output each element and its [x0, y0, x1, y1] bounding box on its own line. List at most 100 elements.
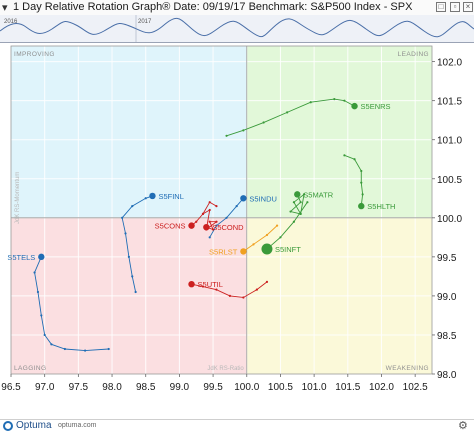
trail-point — [360, 169, 363, 173]
trail-point — [43, 333, 46, 337]
series-label: S5UTIL — [198, 280, 223, 289]
settings-gear-icon[interactable]: ⚙ — [458, 420, 468, 432]
series-label: S5COND — [212, 223, 244, 232]
trail-point — [40, 314, 43, 317]
close-icon[interactable]: × — [463, 2, 473, 12]
trail-s5matr: S5MATR — [289, 190, 334, 216]
trail-point — [255, 288, 258, 291]
optuma-logo-icon — [3, 421, 13, 431]
y-tick-label: 101.5 — [437, 97, 462, 108]
trail-line — [226, 98, 355, 137]
x-axis-watermark: JdK RS-Ratio — [207, 366, 244, 372]
series-label: S5MATR — [303, 190, 333, 199]
trail-point — [242, 129, 245, 132]
trail-s5cond: S5COND — [201, 208, 244, 232]
trail-point — [225, 134, 228, 137]
trail-point — [252, 243, 255, 246]
trail-point — [134, 290, 137, 294]
trail-point — [262, 121, 265, 124]
trail-point — [208, 236, 211, 239]
x-tick-label: 100.0 — [234, 382, 259, 393]
trail-point — [215, 204, 218, 208]
trail-s5indu: S5INDU — [208, 194, 277, 239]
trail-point — [50, 343, 53, 346]
trail-s5inft: S5INFT — [261, 201, 309, 255]
head-point — [188, 280, 195, 288]
x-tick-label: 99.5 — [203, 382, 223, 393]
head-point — [261, 243, 273, 255]
trail-s5rlst: S5RLST — [209, 224, 279, 256]
trail-point — [121, 216, 124, 219]
y-tick-label: 99.5 — [437, 253, 457, 264]
y-tick-label: 99.0 — [437, 292, 457, 303]
trail-point — [265, 233, 269, 237]
y-tick-label: 100.0 — [437, 214, 462, 225]
head-point — [38, 253, 45, 261]
trail-point — [63, 347, 66, 351]
trail-point — [353, 158, 356, 161]
trail-point — [292, 220, 296, 223]
series-label: S5HLTH — [367, 202, 395, 211]
timeline-strip[interactable]: 2016 2017 — [0, 15, 474, 43]
trail-s5tels: S5TELS — [7, 253, 110, 352]
y-axis-watermark: JdK RS-Momentum — [15, 172, 21, 224]
head-point — [203, 223, 210, 231]
trail-point — [131, 275, 134, 278]
trail-point — [299, 201, 302, 204]
series-label: S5TELS — [7, 253, 35, 262]
title-bar: ▾ 1 Day Relative Rotation Graph® Date: 0… — [0, 0, 474, 16]
series-label: S5INFT — [275, 245, 301, 254]
trail-point — [201, 285, 205, 288]
quadrant-label-improving: IMPROVING — [14, 51, 55, 58]
brand-site: optuma.com — [58, 422, 97, 429]
trail-point — [215, 220, 218, 223]
trail-point — [33, 271, 36, 274]
plot-frame — [10, 45, 433, 375]
trail-point — [201, 212, 205, 216]
trail-point — [289, 210, 292, 213]
trail-point — [279, 236, 282, 239]
head-point — [351, 102, 358, 110]
trail-point — [195, 220, 198, 223]
trail-point — [215, 288, 218, 291]
timeline-sparkline: 2016 2017 — [0, 15, 474, 42]
trail-point — [208, 201, 211, 204]
trail-point — [242, 296, 245, 299]
head-point — [358, 202, 365, 210]
trail-point — [275, 224, 279, 227]
series-label: S5ENRS — [361, 102, 391, 111]
x-tick-label: 101.0 — [302, 382, 327, 393]
quadrant-leading — [246, 46, 432, 218]
y-tick-label: 101.0 — [437, 136, 462, 147]
maximize-icon[interactable]: ▫ — [450, 2, 460, 12]
x-tick-label: 101.5 — [335, 382, 360, 393]
trail-point — [36, 290, 40, 294]
series-label: S5FINL — [158, 192, 183, 201]
trail-point — [333, 98, 336, 101]
trail-point — [107, 347, 110, 351]
series-label: S5RLST — [209, 247, 238, 256]
y-tick-label: 102.0 — [437, 58, 462, 69]
brand-name: Optuma — [16, 420, 52, 431]
head-point — [240, 248, 247, 255]
trail-point — [360, 181, 363, 184]
trail-point — [292, 201, 296, 204]
trail-line — [243, 225, 278, 252]
trail-s5hlth: S5HLTH — [343, 154, 395, 211]
trail-point — [215, 224, 218, 227]
trail-point — [225, 216, 228, 219]
restore-icon[interactable]: □ — [436, 2, 446, 12]
x-tick-label: 97.0 — [35, 382, 55, 393]
footer-bar: Optuma optuma.com ⚙ — [0, 419, 474, 433]
quadrant-label-lagging: LAGGING — [14, 365, 46, 372]
trail-point — [343, 154, 346, 157]
trail-point — [124, 232, 127, 235]
menu-caret-icon[interactable]: ▾ — [2, 2, 8, 14]
trail-s5enrs: S5ENRS — [225, 98, 391, 137]
trail-point — [235, 204, 238, 208]
y-tick-label: 98.0 — [437, 370, 457, 381]
head-point — [294, 191, 301, 198]
trail-point — [211, 228, 215, 231]
trail-point — [83, 349, 87, 352]
trail-point — [208, 208, 211, 212]
